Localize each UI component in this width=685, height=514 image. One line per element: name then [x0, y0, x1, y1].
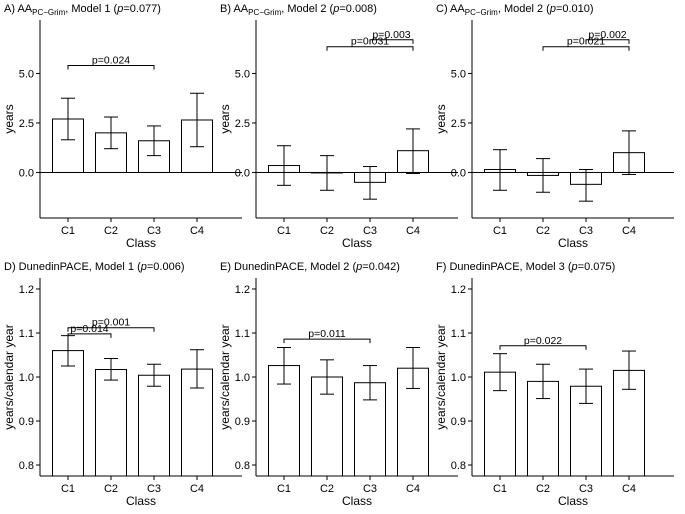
bar: [95, 369, 127, 477]
comparison-bracket: [67, 333, 112, 338]
y-tick-label: 0.0: [451, 167, 466, 179]
y-tick-label: 1.0: [19, 372, 34, 384]
comparison-label: p=0.021: [567, 36, 605, 48]
comparison-bracket: [283, 338, 371, 344]
y-axis-label: years/calendar year: [434, 324, 448, 429]
panel-title: F) DunedinPACE, Model 3 (p=0.075): [436, 261, 615, 273]
x-tick-label: C4: [622, 483, 636, 495]
y-tick-label: 1.1: [19, 328, 34, 340]
y-axis-label: years/calendar year: [2, 324, 16, 429]
x-tick-label: C3: [363, 225, 377, 237]
y-tick-label: 1.0: [235, 372, 250, 384]
y-axis-label: years/calendar year: [218, 324, 232, 429]
x-axis-label: Class: [126, 236, 156, 250]
bar: [138, 140, 170, 173]
x-tick-label: C1: [493, 225, 507, 237]
comparison-bracket: [326, 46, 414, 51]
y-tick-label: 0.0: [19, 167, 34, 179]
y-axis-label: years: [434, 104, 448, 133]
y-tick-label: 1.2: [235, 284, 250, 296]
x-tick-label: C4: [406, 483, 420, 495]
comparison-bracket: [499, 345, 587, 350]
comparison-label: p=0.001: [92, 317, 130, 329]
x-tick-label: C1: [61, 483, 75, 495]
comparison-label: p=0.022: [524, 335, 562, 347]
panel-c: C) AAPC−Grim, Model 2 (p=0.010) 0.0 2.5 5.0…: [434, 3, 674, 250]
x-tick-label: C3: [147, 225, 161, 237]
y-axis-label: years: [218, 104, 232, 133]
panel-title: A) AAPC−Grim, Model 1 (p=0.077): [4, 3, 161, 17]
comparison-bracket: [67, 327, 155, 332]
panel-a: A) AAPC−Grim, Model 1 (p=0.077) 0.0 2.5 5.0…: [2, 3, 242, 250]
x-axis-label: Class: [558, 236, 588, 250]
y-tick-label: 2.5: [19, 118, 34, 130]
panel-e: E) DunedinPACE, Model 2 (p=0.042) 0.8 0.9 1…: [218, 261, 458, 508]
y-tick-label: 5.0: [19, 68, 34, 80]
comparison-label: p=0.014: [70, 323, 108, 335]
comparison-bracket: [585, 39, 630, 44]
y-tick-label: 0.9: [451, 416, 466, 428]
x-tick-label: C2: [320, 483, 334, 495]
y-tick-label: 0.8: [451, 460, 466, 472]
comparison-bracket: [369, 39, 414, 44]
x-tick-label: C4: [190, 483, 204, 495]
panel-title: B) AAPC−Grim, Model 2 (p=0.008): [220, 3, 377, 17]
y-tick-label: 2.5: [451, 118, 466, 130]
y-axis-label: years: [2, 104, 16, 133]
panel-f: F) DunedinPACE, Model 3 (p=0.075) 0.8 0.9 1…: [434, 261, 674, 508]
bar: [138, 374, 170, 477]
comparison-label: p=0.003: [372, 29, 410, 41]
comparison-bracket: [542, 46, 630, 51]
x-tick-label: C3: [363, 483, 377, 495]
x-tick-label: C4: [622, 225, 636, 237]
x-tick-label: C2: [104, 483, 118, 495]
y-tick-label: 0.9: [19, 416, 34, 428]
x-tick-label: C4: [190, 225, 204, 237]
comparison-label: p=0.011: [308, 328, 346, 340]
x-tick-label: C3: [147, 483, 161, 495]
x-tick-label: C2: [536, 483, 550, 495]
comparison-label: p=0.031: [351, 36, 389, 48]
y-tick-label: 0.9: [235, 416, 250, 428]
panel-title: D) DunedinPACE, Model 1 (p=0.006): [4, 261, 185, 273]
x-axis-label: Class: [558, 494, 588, 508]
panel-title: E) DunedinPACE, Model 2 (p=0.042): [220, 261, 400, 273]
x-tick-label: C2: [320, 225, 334, 237]
comparison-label: p=0.002: [588, 29, 626, 41]
panel-title: C) AAPC−Grim, Model 2 (p=0.010): [436, 3, 594, 17]
x-tick-label: C1: [277, 225, 291, 237]
y-tick-label: 1.2: [451, 284, 466, 296]
x-tick-label: C1: [493, 483, 507, 495]
y-tick-label: 0.8: [19, 460, 34, 472]
x-axis-label: Class: [342, 494, 372, 508]
y-tick-label: 1.0: [451, 372, 466, 384]
x-axis-label: Class: [126, 494, 156, 508]
comparison-label: p=0.024: [92, 55, 130, 67]
comparison-bracket: [67, 65, 155, 70]
y-tick-label: 0.0: [235, 167, 250, 179]
x-tick-label: C3: [579, 483, 593, 495]
y-tick-label: 1.1: [451, 328, 466, 340]
x-tick-label: C1: [61, 225, 75, 237]
x-tick-label: C4: [406, 225, 420, 237]
x-tick-label: C1: [277, 483, 291, 495]
y-tick-label: 1.2: [19, 284, 34, 296]
y-tick-label: 5.0: [451, 68, 466, 80]
y-tick-label: 0.8: [235, 460, 250, 472]
x-tick-label: C2: [536, 225, 550, 237]
panel-d: D) DunedinPACE, Model 1 (p=0.006) 0.8 0.9 1…: [2, 261, 242, 508]
x-axis-label: Class: [342, 236, 372, 250]
x-tick-label: C3: [579, 225, 593, 237]
y-tick-label: 5.0: [235, 68, 250, 80]
panel-b: B) AAPC−Grim, Model 2 (p=0.008) 0.0 2.5 5.0…: [218, 3, 458, 250]
y-tick-label: 1.1: [235, 328, 250, 340]
x-tick-label: C2: [104, 225, 118, 237]
y-tick-label: 2.5: [235, 118, 250, 130]
bar: [52, 350, 84, 477]
